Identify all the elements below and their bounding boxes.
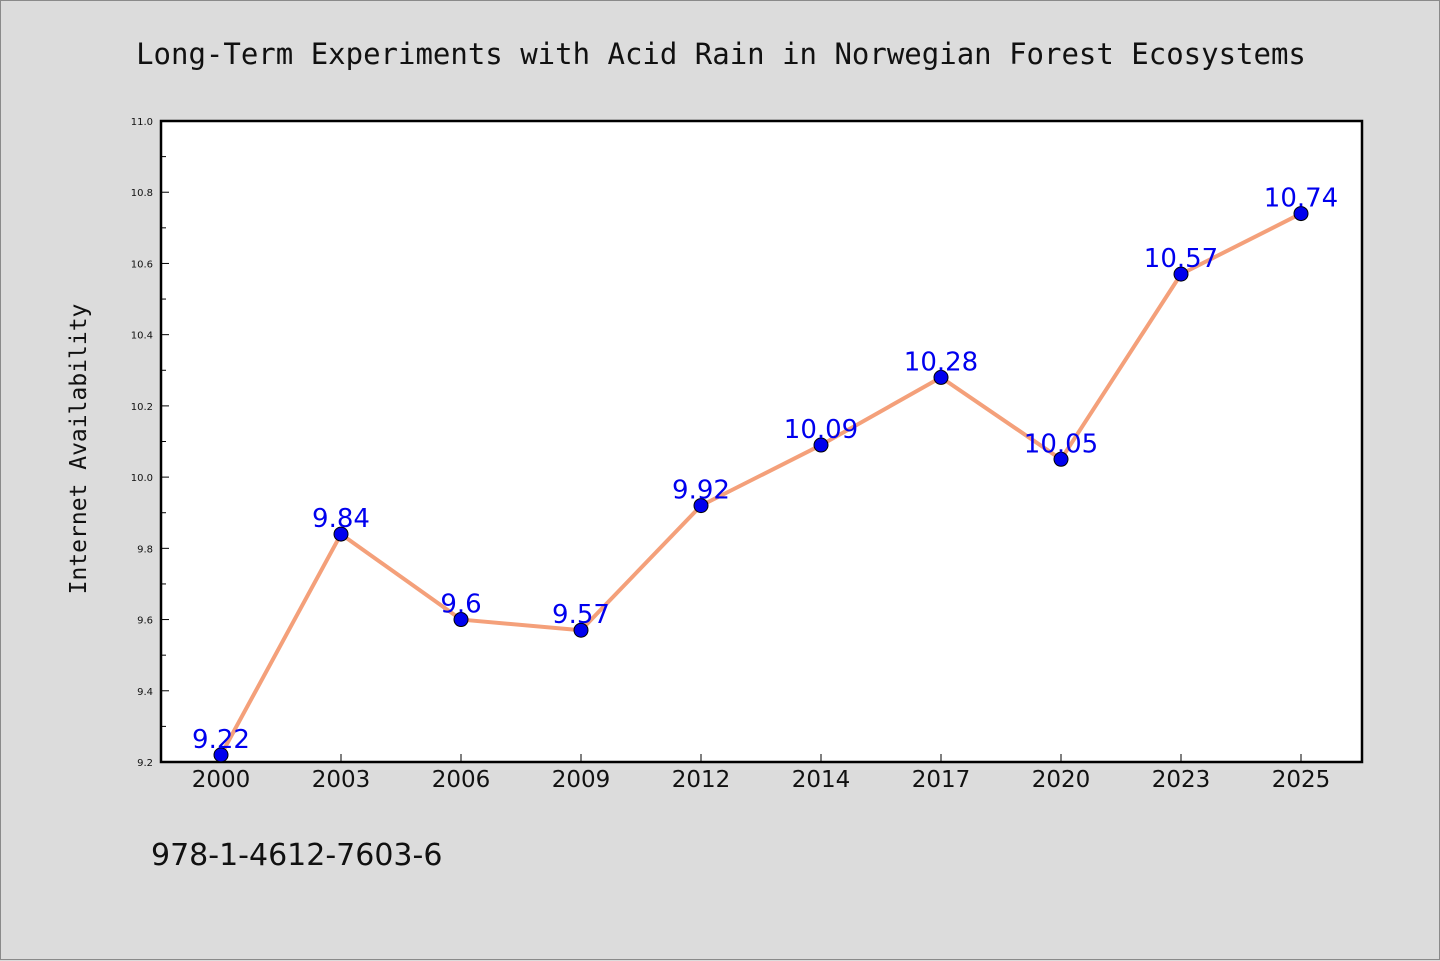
data-label: 10.05 (1024, 429, 1098, 459)
data-point-marker (573, 622, 589, 638)
series-line (219, 211, 1303, 757)
plot-area (159, 119, 1364, 764)
chart-title: Long-Term Experiments with Acid Rain in … (136, 37, 1306, 71)
x-tick-label: 2006 (432, 767, 491, 793)
data-point-marker (213, 747, 229, 763)
data-point-marker (933, 369, 949, 385)
y-tick-label: 10.8 (131, 188, 153, 199)
data-point-marker (1053, 451, 1069, 467)
data-label: 10.28 (904, 347, 978, 377)
data-label-group: 9.22 9.84 9.6 9.57 9.92 10.09 10.28 10.05 10.57 1… (192, 184, 1338, 755)
data-point-marker (333, 526, 349, 542)
x-tick-label: 2017 (912, 767, 971, 793)
y-tick-label: 9.2 (137, 758, 153, 769)
data-point-marker (693, 498, 709, 514)
y-tick-label: 9.4 (137, 687, 153, 698)
series-line-group (219, 211, 1303, 757)
y-axis-label: Internet Availability (66, 304, 92, 595)
data-label: 9.57 (552, 600, 610, 630)
y-tick-label: 9.6 (137, 616, 153, 627)
data-label: 10.57 (1144, 244, 1218, 274)
y-tick-label: 11.0 (131, 117, 153, 128)
data-label: 9.84 (312, 504, 370, 534)
x-tick-label: 2003 (312, 767, 371, 793)
x-tick-label: 2000 (192, 767, 251, 793)
marker-group (213, 206, 1309, 763)
isbn-text: 978-1-4612-7603-6 (151, 838, 442, 873)
data-label: 9.6 (440, 590, 481, 620)
x-tick-label: 2009 (552, 767, 611, 793)
data-point-marker (813, 437, 829, 453)
x-tick-label: 2020 (1032, 767, 1091, 793)
y-tick-label: 10.0 (131, 473, 153, 484)
x-tick-label: 2023 (1152, 767, 1211, 793)
y-tick-label: 10.4 (131, 331, 153, 342)
data-point-marker (1293, 206, 1309, 222)
x-tick-label: 2014 (792, 767, 851, 793)
data-point-marker (1173, 266, 1189, 282)
y-axis: 9.2 9.4 9.6 9.8 10.0 10.2 10.4 10.6 10.8 11.0 (131, 117, 169, 769)
data-point-marker (453, 612, 469, 628)
y-tick-label: 10.2 (131, 402, 153, 413)
y-tick-label: 9.8 (137, 544, 153, 555)
x-tick-label: 2012 (672, 767, 731, 793)
data-label: 10.74 (1264, 184, 1338, 214)
y-tick-label: 10.6 (131, 259, 153, 270)
data-label: 9.22 (192, 725, 250, 755)
data-label: 9.92 (672, 476, 730, 506)
x-tick-label: 2025 (1272, 767, 1331, 793)
data-label: 10.09 (784, 415, 858, 445)
